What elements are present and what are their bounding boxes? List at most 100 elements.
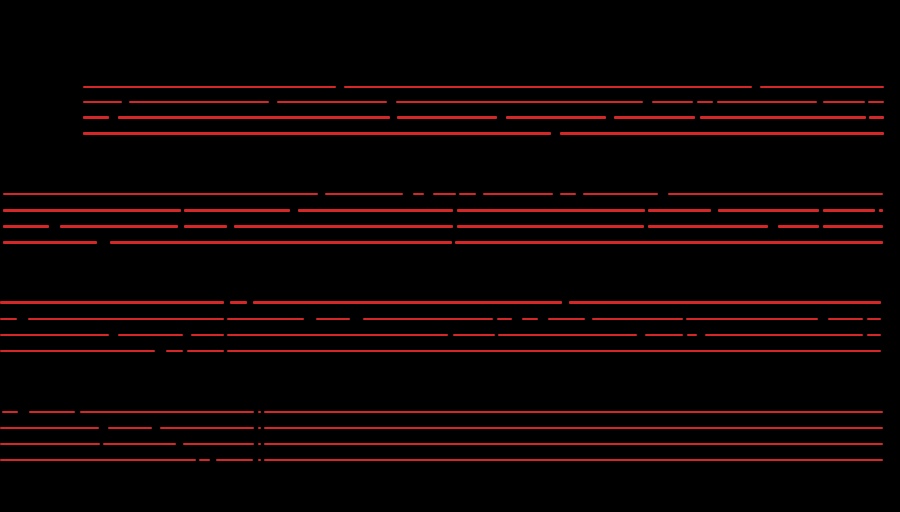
redaction-line-segment [227, 349, 881, 353]
redaction-line-segment [823, 209, 875, 212]
redaction-line-segment [29, 410, 75, 414]
redaction-line-segment [457, 209, 645, 212]
redaction-line-segment [187, 349, 224, 353]
redaction-line-segment [645, 333, 683, 337]
redaction-line-segment [0, 426, 99, 430]
redaction-line-segment [227, 333, 448, 337]
redaction-line-segment [184, 225, 227, 228]
redaction-line-segment [108, 426, 152, 430]
redaction-line-segment [277, 100, 387, 104]
redaction-line-segment [0, 349, 155, 353]
redaction-line-segment [3, 225, 49, 228]
redaction-line-segment [2, 410, 18, 414]
redaction-line-segment [325, 192, 403, 196]
redaction-line-segment [129, 100, 269, 104]
redaction-line-segment [118, 116, 390, 119]
redaction-line-segment [363, 317, 493, 321]
redaction-line-segment [869, 116, 884, 119]
redaction-line-segment [498, 333, 637, 337]
redaction-line-segment [867, 333, 881, 337]
redaction-line-segment [110, 241, 452, 244]
redaction-line-segment [316, 317, 350, 321]
redaction-line-segment [483, 192, 553, 196]
redaction-line-segment [0, 442, 100, 446]
redaction-line-segment [230, 301, 247, 304]
redaction-line-segment [687, 333, 697, 337]
redaction-line-segment [823, 100, 865, 104]
redaction-line-segment [548, 317, 585, 321]
redaction-line-segment [0, 333, 109, 337]
redaction-line-segment [0, 317, 17, 321]
redaction-line-segment [199, 458, 210, 462]
redaction-line-segment [83, 116, 109, 119]
redaction-line-segment [453, 333, 495, 337]
redaction-line-segment [868, 100, 884, 104]
redaction-line-segment [560, 192, 576, 196]
redaction-line-segment [191, 333, 224, 337]
redaction-line-segment [457, 225, 644, 228]
redaction-line-segment [705, 333, 863, 337]
redaction-line-segment [258, 426, 261, 430]
redaction-line-segment [264, 410, 883, 414]
redaction-line-segment [216, 458, 253, 462]
redaction-line-segment [183, 442, 254, 446]
redaction-line-segment [697, 100, 713, 104]
redaction-line-segment [396, 100, 643, 104]
redaction-line-segment [60, 225, 178, 228]
redaction-line-segment [234, 225, 453, 228]
redaction-line-segment [614, 116, 695, 119]
redaction-line-segment [560, 132, 884, 135]
redaction-line-segment [497, 317, 512, 321]
redaction-line-segment [652, 100, 693, 104]
redaction-line-segment [184, 209, 290, 212]
redaction-line-segment [258, 410, 261, 414]
redaction-line-segment [760, 85, 884, 89]
redaction-line-segment [103, 442, 176, 446]
redaction-line-segment [506, 116, 606, 119]
redaction-line-segment [583, 192, 658, 196]
redaction-line-segment [83, 85, 336, 89]
redaction-line-segment [264, 458, 883, 462]
redaction-line-segment [0, 458, 196, 462]
redaction-line-segment [778, 225, 819, 228]
redaction-line-segment [879, 209, 883, 212]
redaction-line-segment [264, 442, 883, 446]
redaction-line-segment [717, 100, 817, 104]
redaction-line-segment [258, 458, 261, 462]
redaction-line-segment [522, 317, 538, 321]
redaction-line-segment [433, 192, 456, 196]
redaction-line-segment [298, 209, 453, 212]
redaction-line-segment [264, 426, 883, 430]
redaction-line-segment [459, 192, 476, 196]
redaction-line-segment [700, 116, 866, 119]
redaction-line-segment [3, 209, 181, 212]
redaction-line-segment [823, 225, 883, 228]
redaction-line-segment [227, 317, 304, 321]
redaction-line-segment [686, 317, 818, 321]
redaction-line-segment [648, 225, 768, 228]
redaction-line-segment [3, 192, 318, 196]
redaction-line-segment [648, 209, 711, 212]
redaction-line-segment [258, 442, 261, 446]
redaction-line-segment [867, 317, 881, 321]
redaction-line-segment [118, 333, 183, 337]
redaction-line-segment [344, 85, 752, 89]
redaction-line-segment [668, 192, 883, 196]
redaction-line-segment [28, 317, 224, 321]
redaction-line-segment [0, 301, 224, 304]
redaction-line-segment [80, 410, 254, 414]
redaction-line-segment [83, 100, 122, 104]
redaction-line-segment [253, 301, 562, 304]
redaction-line-segment [455, 241, 883, 244]
redaction-line-segment [592, 317, 683, 321]
redaction-line-segment [413, 192, 424, 196]
redaction-line-segment [569, 301, 881, 304]
redaction-line-segment [718, 209, 819, 212]
redaction-line-segment [397, 116, 497, 119]
redaction-line-segment [83, 132, 551, 135]
